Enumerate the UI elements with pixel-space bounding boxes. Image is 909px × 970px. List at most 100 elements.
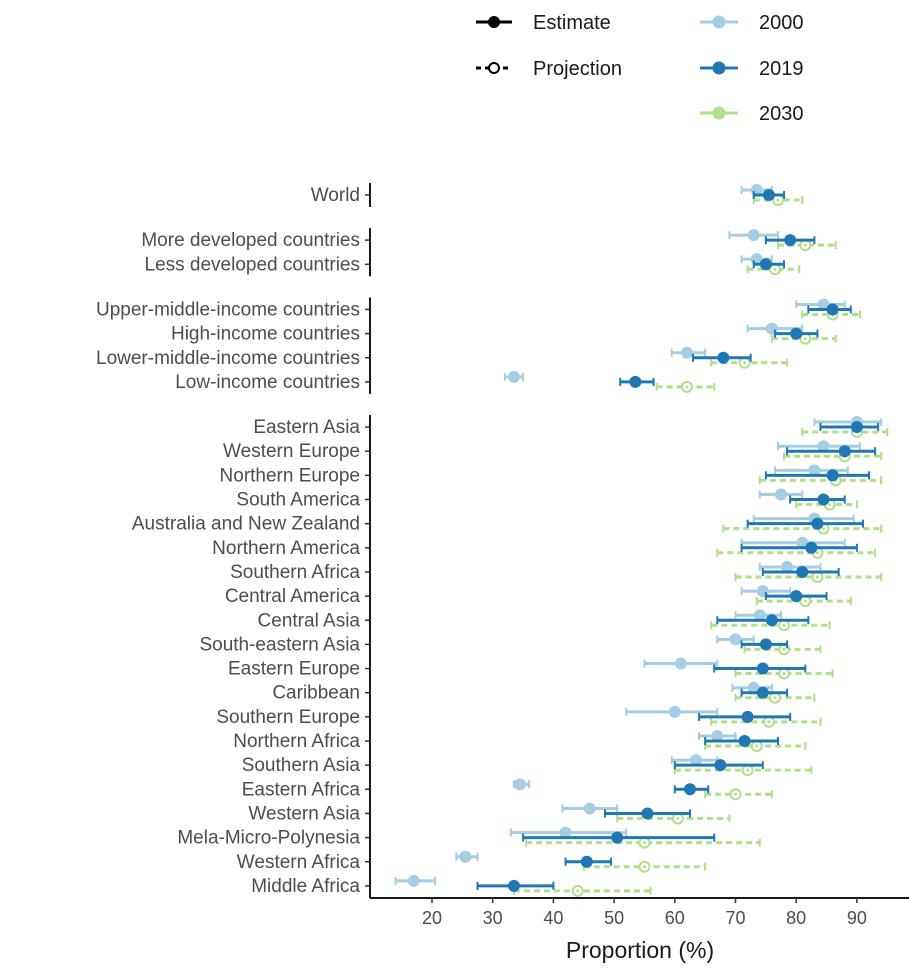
point-center-2030 xyxy=(782,623,786,627)
point-2019 xyxy=(838,445,851,458)
point-center-2030 xyxy=(767,720,771,724)
y-axis: World More developed countries Less develo… xyxy=(96,183,371,898)
category-label: Low-income countries xyxy=(175,372,360,393)
point-2019 xyxy=(817,493,830,506)
point-center-2030 xyxy=(773,696,777,700)
x-tick-label: 30 xyxy=(483,908,503,928)
legend-item-2000: 2000 xyxy=(700,12,804,34)
legend-label: Projection xyxy=(533,58,622,80)
category-label: Northern Europe xyxy=(220,465,360,486)
category-label: High-income countries xyxy=(171,324,360,345)
category-label: Western Europe xyxy=(223,441,360,462)
x-tick-label: 20 xyxy=(422,908,442,928)
point-center-2030 xyxy=(782,647,786,651)
point-2019 xyxy=(765,614,778,627)
point-center-2030 xyxy=(676,816,680,820)
category-label: Central America xyxy=(225,586,361,607)
category-label: Northern Africa xyxy=(233,731,360,752)
category-label: South-eastern Asia xyxy=(199,634,360,655)
legend-label: 2000 xyxy=(759,12,804,34)
category-label: Southern Africa xyxy=(230,562,360,583)
point-2000 xyxy=(729,633,742,646)
point-center-2030 xyxy=(743,361,747,365)
chart-marks xyxy=(394,184,889,897)
legend-label: 2030 xyxy=(759,103,804,125)
legend-label: 2019 xyxy=(759,58,804,80)
legend-item-2019: 2019 xyxy=(700,58,804,80)
point-center-2030 xyxy=(755,744,759,748)
point-center-2030 xyxy=(746,768,750,772)
point-center-2030 xyxy=(776,198,780,202)
point-2000 xyxy=(559,826,572,839)
point-2019 xyxy=(762,189,775,201)
point-2000 xyxy=(668,705,681,718)
point-2019 xyxy=(756,662,769,675)
point-2019 xyxy=(805,541,818,554)
point-center-2030 xyxy=(734,792,737,796)
point-2000 xyxy=(747,229,760,242)
category-label: Eastern Europe xyxy=(228,659,360,680)
point-2000 xyxy=(796,536,809,549)
point-center-2030 xyxy=(815,551,819,555)
legend-label: Estimate xyxy=(533,12,611,34)
category-label: More developed countries xyxy=(141,230,360,251)
x-tick-label: 80 xyxy=(786,908,806,928)
point-2019 xyxy=(784,234,797,247)
category-label: World xyxy=(311,185,360,206)
x-tick-label: 90 xyxy=(847,908,867,928)
point-2000 xyxy=(753,609,766,622)
legend-item-projection: Projection xyxy=(476,58,622,80)
point-2019 xyxy=(850,421,863,434)
x-tick-label: 70 xyxy=(725,908,745,928)
point-center-2030 xyxy=(822,527,826,531)
point-2019 xyxy=(717,351,730,364)
x-axis-title: Proportion (%) xyxy=(566,937,714,963)
point-2000 xyxy=(680,346,693,359)
point-center-2030 xyxy=(685,385,689,389)
category-label: Middle Africa xyxy=(251,876,360,897)
category-label: Northern America xyxy=(212,538,360,559)
point-2019 xyxy=(811,517,824,530)
point-2019 xyxy=(759,638,772,651)
point-2019 xyxy=(790,327,803,340)
point-2019 xyxy=(741,710,754,723)
category-label: Lower-middle-income countries xyxy=(96,348,360,369)
point-2000 xyxy=(674,657,687,670)
category-label: Western Asia xyxy=(248,803,360,824)
legend-item-estimate: Estimate xyxy=(476,12,611,34)
x-axis: 20 30 40 50 60 70 80 90 xyxy=(370,897,909,928)
point-2019 xyxy=(641,807,654,820)
category-label: Upper-middle-income countries xyxy=(96,299,360,320)
point-center-2030 xyxy=(803,243,807,247)
point-center-2030 xyxy=(828,503,832,506)
point-2000 xyxy=(775,488,788,501)
point-2019 xyxy=(714,759,727,772)
point-2000 xyxy=(690,754,703,767)
point-2019 xyxy=(790,590,803,603)
legend-item-2030: 2030 xyxy=(700,103,804,125)
category-label: Mela-Micro-Polynesia xyxy=(177,828,360,849)
x-tick-label: 50 xyxy=(604,908,624,928)
x-tick-label: 60 xyxy=(665,908,685,928)
point-2019 xyxy=(507,879,520,892)
point-2019 xyxy=(826,469,839,482)
category-label: Eastern Africa xyxy=(242,779,361,800)
point-2000 xyxy=(808,464,821,477)
point-center-2030 xyxy=(642,865,646,869)
point-2019 xyxy=(580,855,593,868)
legend: Estimate Projection 2000 2019 2030 xyxy=(476,12,804,125)
point-2000 xyxy=(817,298,830,311)
category-label: South America xyxy=(236,490,360,511)
point-2019 xyxy=(738,735,751,747)
point-center-2030 xyxy=(803,599,807,603)
point-center-2030 xyxy=(642,841,646,845)
point-2000 xyxy=(407,874,420,887)
point-2019 xyxy=(611,831,624,844)
point-2000 xyxy=(711,730,724,742)
category-label: Western Africa xyxy=(237,852,361,873)
x-tick-label: 40 xyxy=(543,908,563,928)
point-2019 xyxy=(629,375,642,388)
point-center-2030 xyxy=(576,889,580,893)
point-2000 xyxy=(507,370,520,383)
